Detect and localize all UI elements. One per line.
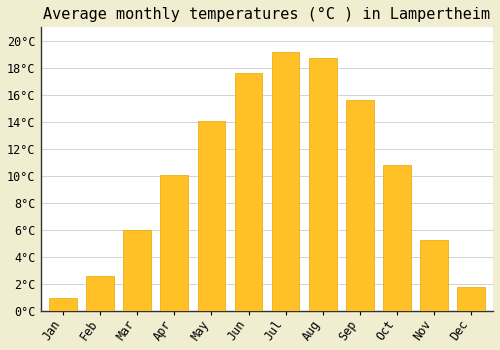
Bar <box>86 276 114 311</box>
Bar <box>308 58 336 311</box>
Bar <box>457 287 484 311</box>
Bar <box>198 120 226 311</box>
Bar <box>50 298 77 311</box>
Bar <box>124 230 151 311</box>
Title: Average monthly temperatures (°C ) in Lampertheim: Average monthly temperatures (°C ) in La… <box>44 7 490 22</box>
Bar <box>272 51 299 311</box>
Bar <box>346 100 374 311</box>
Bar <box>383 165 410 311</box>
Bar <box>420 239 448 311</box>
Bar <box>234 73 262 311</box>
Bar <box>160 175 188 311</box>
